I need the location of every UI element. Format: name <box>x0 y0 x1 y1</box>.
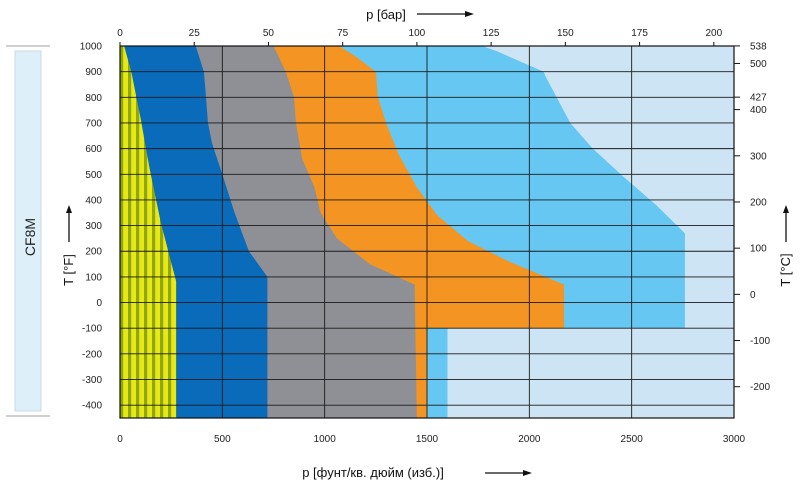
y-left-tick-label: -300 <box>82 375 102 386</box>
y-right-tick-label: -200 <box>750 382 770 393</box>
y-left-tick-label: 800 <box>85 93 102 104</box>
x-bottom-tick-label: 0 <box>117 434 123 445</box>
y-left-tick-label: 200 <box>85 247 102 258</box>
y-left-tick-label: -400 <box>82 401 102 412</box>
x-top-tick-label: 100 <box>409 28 426 39</box>
x-top-tick-label: 0 <box>117 28 123 39</box>
y-left-tick-label: 300 <box>85 221 102 232</box>
x-bottom-title: p [фунт/кв. дюйм (изб.)] <box>302 465 532 480</box>
x-bottom-tick-label: 1500 <box>416 434 439 445</box>
y-right-axis-label: T [°C] <box>778 253 793 286</box>
y-left-tick-label: 400 <box>85 195 102 206</box>
x-top-axis-label: p [бар] <box>366 7 406 22</box>
y-right-tick-label: 500 <box>750 59 767 70</box>
x-top-arrowhead-icon <box>465 11 474 17</box>
y-left-tick-label: 1000 <box>80 42 103 53</box>
material-label: CF8M <box>22 218 38 256</box>
left-axis-ticks: -400 -300 -200 -100 0 100 200 300 400 500 600 700 80… <box>80 42 103 412</box>
bottom-axis-ticks: 0 500 1000 1500 2000 2500 3000 <box>117 434 745 445</box>
x-top-tick-label: 125 <box>483 28 500 39</box>
x-bottom-tick-label: 2500 <box>621 434 644 445</box>
y-left-tick-label: 500 <box>85 170 102 181</box>
y-left-tick-label: 700 <box>85 118 102 129</box>
y-left-title: T [°F] <box>61 205 76 286</box>
top-axis-ticks: 0 25 50 75 100 125 150 175 200 <box>117 28 723 46</box>
x-top-tick-label: 200 <box>705 28 722 39</box>
y-right-arrowhead-icon <box>783 205 789 213</box>
x-bottom-axis-label: p [фунт/кв. дюйм (изб.)] <box>302 465 444 480</box>
x-bottom-tick-label: 2000 <box>518 434 541 445</box>
y-left-tick-label: -100 <box>82 324 102 335</box>
plot-areas <box>120 46 734 418</box>
x-bottom-tick-label: 500 <box>214 434 231 445</box>
y-left-tick-label: -200 <box>82 349 102 360</box>
y-left-tick-label: 100 <box>85 272 102 283</box>
x-top-tick-label: 50 <box>263 28 275 39</box>
y-left-axis-label: T [°F] <box>61 254 76 286</box>
material-panel: CF8M <box>6 45 50 417</box>
x-bottom-tick-label: 3000 <box>723 434 746 445</box>
x-top-tick-label: 175 <box>631 28 648 39</box>
y-right-tick-label: 200 <box>750 197 767 208</box>
x-top-title: p [бар] <box>366 7 474 22</box>
y-right-tick-label: 538 <box>750 41 767 52</box>
y-right-tick-label: 300 <box>750 151 767 162</box>
x-bottom-arrowhead-icon <box>523 470 532 476</box>
y-left-tick-label: 900 <box>85 67 102 78</box>
y-right-tick-label: 0 <box>750 290 756 301</box>
y-right-tick-label: 427 <box>750 93 767 104</box>
plot-frame <box>119 45 735 419</box>
y-right-tick-label: 100 <box>750 244 767 255</box>
y-right-tick-label: -100 <box>750 336 770 347</box>
y-right-title: T [°C] <box>778 205 793 287</box>
y-left-tick-label: 600 <box>85 144 102 155</box>
y-right-tick-label: 400 <box>750 105 767 116</box>
rating-area-6 <box>120 46 177 418</box>
x-top-tick-label: 25 <box>189 28 201 39</box>
y-left-tick-label: 0 <box>96 298 102 309</box>
x-bottom-tick-label: 1000 <box>314 434 337 445</box>
x-top-tick-label: 150 <box>557 28 574 39</box>
x-top-tick-label: 75 <box>337 28 349 39</box>
y-left-arrowhead-icon <box>66 205 72 213</box>
